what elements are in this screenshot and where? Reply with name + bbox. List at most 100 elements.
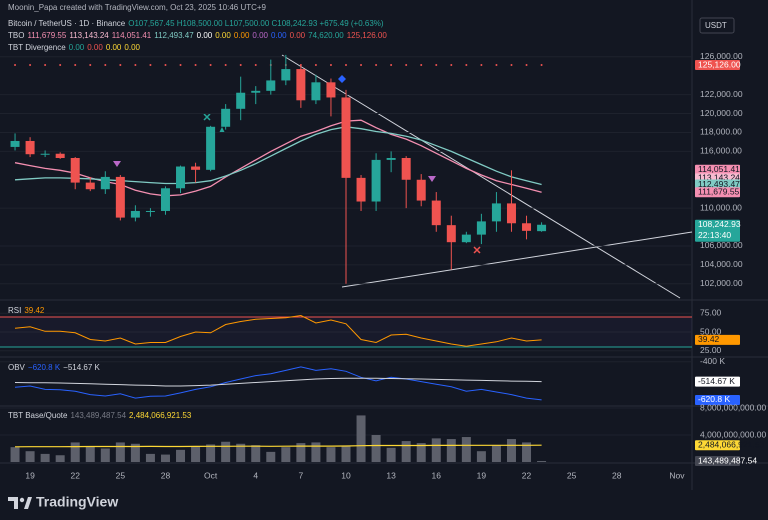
candle-body — [446, 225, 456, 243]
indicator-value: 143,489,487.54 — [70, 411, 127, 420]
price-badge-label: 112,493.47 — [698, 179, 740, 189]
volume-bar — [371, 435, 381, 462]
candle-body — [10, 140, 20, 147]
tbo-dot — [254, 64, 257, 67]
volume-bar — [100, 448, 110, 462]
y-tick-label: -400 K — [700, 356, 725, 366]
candle-body — [85, 182, 95, 190]
indicator-value: 114,051.41 — [111, 31, 152, 40]
indicator-value: 0.00 — [270, 31, 287, 40]
volume-bar — [251, 445, 261, 462]
volume-bar — [416, 443, 426, 462]
candle-body — [266, 80, 276, 91]
tbo-dot — [495, 64, 498, 67]
volume-ma — [14, 444, 542, 448]
x-tick-label: 28 — [612, 470, 622, 480]
indicator-value: −620.8 K — [27, 363, 61, 372]
volume-bar — [55, 455, 65, 462]
candle-body — [191, 166, 201, 170]
indicator-value: 2,484,066,921.53 — [129, 411, 192, 420]
currency-box[interactable] — [699, 17, 735, 34]
volume-bar — [506, 439, 516, 462]
tbo-dot — [314, 64, 317, 67]
price-badge-label: 125,126.00 — [698, 59, 741, 69]
tbo-dot — [390, 64, 393, 67]
candle-body — [491, 203, 501, 222]
tbo-dot — [149, 64, 152, 67]
volume-bar — [85, 446, 95, 462]
price-badge — [695, 60, 740, 71]
volume-bar — [206, 444, 216, 462]
volume-bar — [191, 446, 201, 462]
indicator-value: 0.00 — [68, 43, 85, 52]
indicator-value: 0.00 — [196, 31, 213, 40]
tbo-dot — [420, 64, 423, 67]
tbo-dot — [194, 64, 197, 67]
candle-body — [431, 200, 441, 226]
brand-logo — [8, 497, 32, 509]
y-tick-label: 110,000.00 — [700, 202, 742, 212]
price-badge-label: 39.42 — [698, 334, 720, 344]
countdown-label: 22:13:40 — [698, 230, 731, 240]
x-tick-label: 19 — [477, 470, 487, 480]
volume-bar — [236, 443, 246, 462]
candle-body — [70, 158, 80, 183]
y-tick-label: 126,000.00 — [700, 51, 743, 61]
volume-bar — [145, 453, 155, 462]
volume-bar — [446, 439, 456, 462]
x-tick-label: 10 — [341, 470, 351, 480]
candle-body — [296, 69, 306, 101]
currency-label[interactable]: USDT — [705, 21, 727, 30]
y-tick-label: 4,000,000,000.00 — [700, 429, 766, 439]
x-tick-label: Oct — [204, 470, 218, 480]
price-badge-label: 108,242.93 — [698, 219, 741, 229]
candle-body — [461, 234, 471, 243]
x-tick-label: 25 — [116, 470, 126, 480]
signal-marker — [113, 161, 121, 167]
volume-bar — [25, 451, 35, 462]
candle-body — [356, 177, 366, 202]
price-badge — [695, 334, 740, 345]
signal-marker — [219, 127, 225, 133]
volume-bar — [130, 443, 140, 462]
ohlc: O107,567.45 H108,500.00 L107,500.00 C108… — [128, 19, 384, 28]
candle-body — [206, 126, 216, 170]
symbol: Bitcoin / TetherUS · 1D · Binance — [8, 19, 126, 28]
indicator-value: 0.00 — [105, 43, 122, 52]
tbo-line: TBO 111,679.55 113,143.24 114,051.41 112,493… — [8, 31, 390, 41]
y-tick-label: 8,000,000,000.00 — [700, 402, 766, 412]
price-badge — [695, 219, 740, 242]
trend-line — [341, 231, 693, 288]
price-badge-label: 114,051.41 — [698, 164, 740, 174]
volume-bar — [522, 442, 532, 462]
tbo-dot — [44, 64, 47, 67]
candle-body — [311, 82, 321, 101]
price-badge — [695, 179, 740, 190]
candle-body — [176, 166, 186, 189]
indicator-value: 0.00 — [124, 43, 140, 52]
price-badge-label: 111,679.55 — [698, 186, 740, 196]
candle-body — [236, 92, 246, 109]
tbo-dot — [480, 64, 483, 67]
price-badge — [695, 164, 740, 175]
tbo-dot — [239, 64, 242, 67]
tbo-dot — [510, 64, 513, 67]
tbo-dot — [435, 64, 438, 67]
volume-bar — [476, 451, 486, 462]
candle-body — [281, 69, 291, 81]
tbo-dot — [29, 64, 32, 67]
tbo-dot — [89, 64, 92, 67]
price-badge — [695, 394, 740, 405]
y-tick-label: 50.00 — [700, 326, 722, 336]
price-badge — [695, 456, 740, 467]
tbo-dot — [14, 64, 17, 67]
volume-bar — [311, 442, 321, 462]
price-badge — [695, 187, 740, 198]
indicator-value: 112,493.47 — [154, 31, 194, 40]
volume-bar — [296, 443, 306, 462]
indicator-name: TBT Divergence — [8, 43, 66, 52]
rsi-band — [0, 317, 692, 347]
price-badge-label: -620.8 K — [698, 394, 730, 404]
symbol-line: Bitcoin / TetherUS · 1D · Binance O107,56… — [8, 19, 387, 29]
x-tick-label: 22 — [522, 470, 532, 480]
